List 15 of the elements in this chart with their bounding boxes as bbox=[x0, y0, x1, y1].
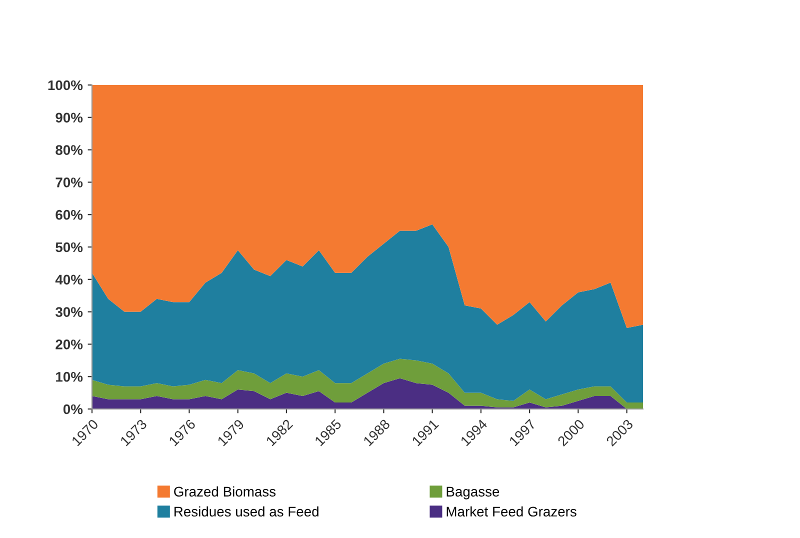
legend-label: Market Feed Grazers bbox=[446, 506, 576, 517]
y-tick-label: 20% bbox=[56, 340, 83, 350]
legend-label: Residues used as Feed bbox=[174, 506, 318, 517]
y-tick-label: 30% bbox=[55, 307, 83, 317]
legend-label: Grazed Biomass bbox=[174, 486, 276, 497]
legend-label: Bagasse bbox=[446, 486, 500, 500]
y-tick-label: 40% bbox=[55, 274, 83, 285]
y-tick-label: 90% bbox=[56, 112, 83, 123]
y-tick-label: 100% bbox=[48, 80, 83, 90]
y-tick-label: 0% bbox=[63, 404, 83, 414]
y-tick-label: 80% bbox=[56, 145, 83, 155]
y-tick-label: 10% bbox=[56, 372, 83, 382]
y-tick-label: 50% bbox=[56, 242, 83, 252]
y-tick-label: 60% bbox=[56, 210, 83, 220]
y-tick-label: 70% bbox=[56, 178, 83, 188]
